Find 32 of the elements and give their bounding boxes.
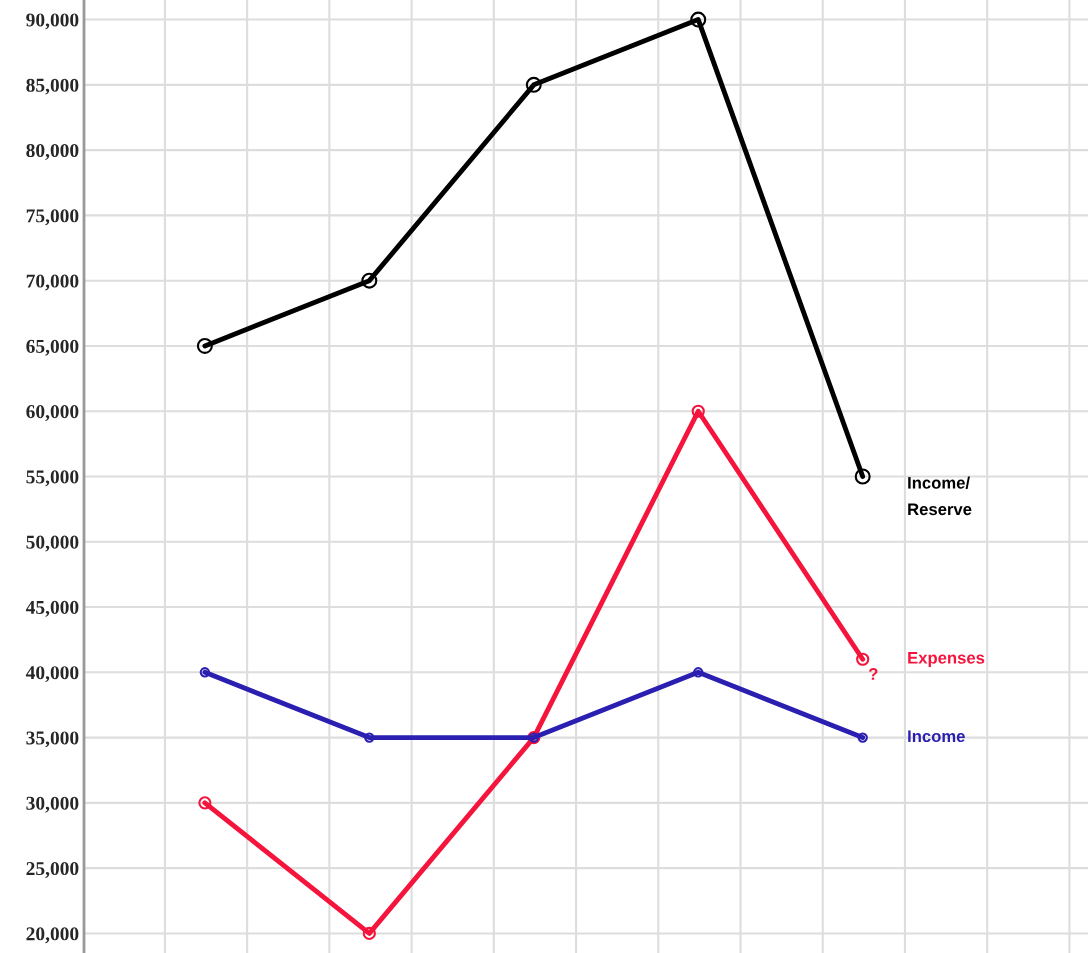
point (857, 732, 868, 743)
point (361, 272, 378, 289)
text: Expenses (908, 652, 985, 668)
point (199, 667, 211, 678)
y-tick-label: 65,000 (26, 339, 79, 356)
point (691, 404, 705, 418)
y-tick-label: 90,000 (26, 13, 79, 30)
y-tick-label: 70,000 (26, 274, 79, 291)
y-tick-label: 85,000 (26, 78, 79, 95)
point (690, 11, 707, 28)
point (364, 732, 375, 743)
y-tick-label: 45,000 (25, 600, 79, 617)
y-tick-label: 75,000 (26, 209, 79, 226)
point (198, 796, 212, 810)
point (856, 652, 870, 666)
point (854, 468, 871, 485)
y-tick-label: 20,000 (26, 927, 79, 944)
point (525, 76, 542, 93)
y-tick-label: 55,000 (26, 470, 79, 487)
point (693, 667, 704, 678)
point (362, 926, 376, 941)
annotation: ? (869, 668, 878, 680)
y-tick-label: 35,000 (26, 731, 79, 748)
point (196, 337, 213, 354)
text: Income/ Reserve (908, 476, 972, 516)
y-tick-label: 80,000 (26, 143, 79, 160)
y-tick-label: 40,000 (25, 666, 79, 683)
text: Income (908, 730, 965, 743)
y-tick-label: 50,000 (26, 535, 79, 552)
y-tick-label: 25,000 (26, 861, 79, 878)
y-tick-label: 30,000 (26, 796, 79, 813)
y-tick-label: 60,000 (26, 405, 79, 421)
